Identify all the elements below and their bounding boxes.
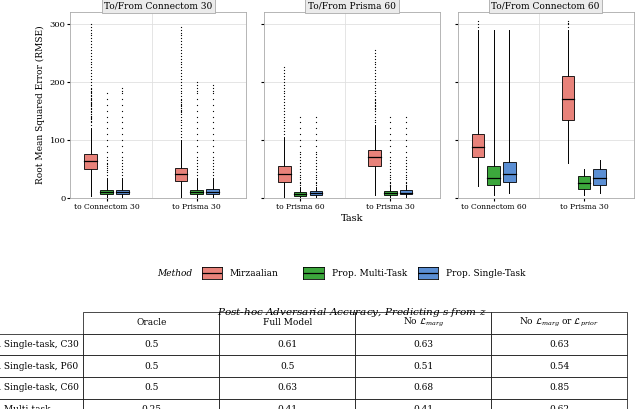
Bar bbox=[84, 155, 97, 169]
X-axis label: Task: Task bbox=[340, 213, 364, 222]
Bar bbox=[488, 166, 500, 185]
Bar bbox=[562, 76, 575, 119]
Bar bbox=[191, 190, 203, 194]
Bar bbox=[310, 191, 322, 195]
Text: Prop. Multi-Task: Prop. Multi-Task bbox=[332, 269, 407, 278]
Bar bbox=[278, 166, 291, 182]
Bar bbox=[400, 190, 412, 194]
Text: Post-hoc Adversarial Accuracy, Predicting $s$ from $z$: Post-hoc Adversarial Accuracy, Predictin… bbox=[217, 306, 487, 319]
Title: To/From Connectom 30: To/From Connectom 30 bbox=[104, 1, 212, 10]
Text: Prop. Single-Task: Prop. Single-Task bbox=[446, 269, 525, 278]
Bar bbox=[116, 190, 129, 194]
Text: Mirzaalian: Mirzaalian bbox=[230, 269, 278, 278]
Bar bbox=[175, 168, 188, 180]
Bar bbox=[384, 191, 397, 195]
Y-axis label: Root Mean Squared Error (RMSE): Root Mean Squared Error (RMSE) bbox=[36, 26, 45, 184]
Bar bbox=[503, 162, 516, 182]
Bar bbox=[100, 190, 113, 194]
Bar bbox=[578, 176, 590, 189]
Bar bbox=[206, 189, 219, 194]
Bar bbox=[294, 191, 307, 196]
Bar bbox=[593, 169, 606, 185]
Title: To/From Prisma 60: To/From Prisma 60 bbox=[308, 1, 396, 10]
Text: Method: Method bbox=[157, 269, 192, 278]
Bar bbox=[368, 151, 381, 166]
Bar bbox=[472, 134, 484, 157]
Title: To/From Connectom 60: To/From Connectom 60 bbox=[492, 1, 600, 10]
